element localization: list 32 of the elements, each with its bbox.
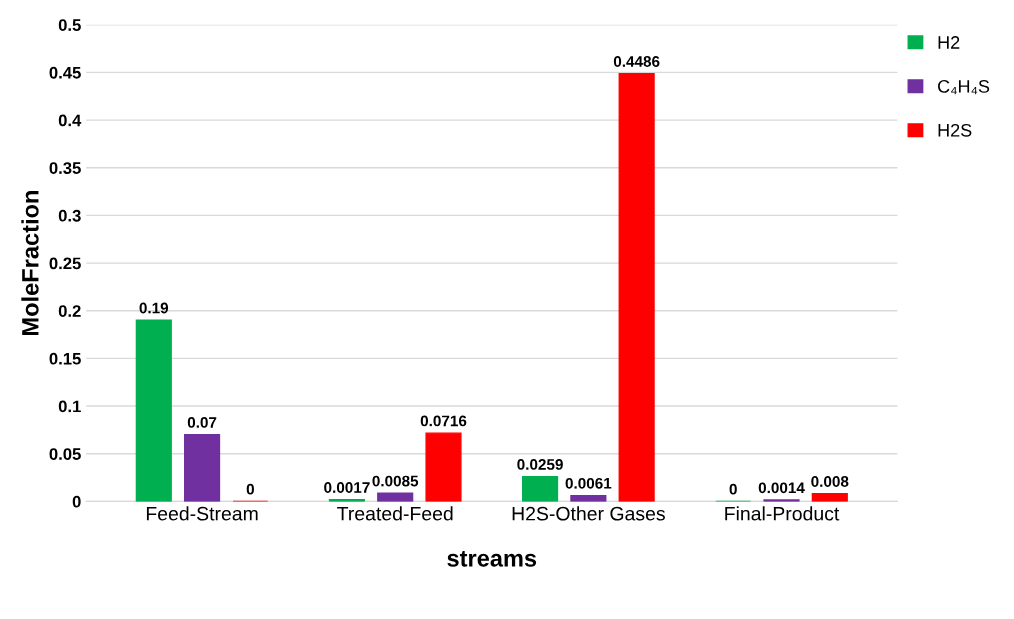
x-axis-title: streams (447, 551, 537, 567)
y-tick-label: 0.4 (58, 114, 82, 127)
y-axis-title: MoleFraction (21, 191, 39, 335)
y-tick-label: 0.25 (49, 257, 81, 270)
y-tick-label: 0.05 (49, 448, 81, 460)
y-tick-label: 0 (72, 495, 81, 508)
y-tick-label: 0.3 (58, 209, 81, 222)
data-label: 0.008 (811, 476, 849, 487)
x-tick-label: Final-Product (725, 506, 840, 521)
legend-label: C₄H₄S (938, 79, 990, 95)
y-tick-label: 0.5 (58, 19, 81, 31)
x-tick-label: Treated-Feed (337, 506, 453, 521)
legend-label: H2 (938, 36, 960, 49)
data-label: 0.0259 (517, 459, 563, 470)
data-label: 0.07 (187, 417, 217, 428)
data-label: 0.0061 (565, 477, 612, 489)
data-label: 0.0716 (420, 415, 467, 427)
data-label: 0.0085 (372, 475, 419, 487)
data-label: 0 (246, 483, 254, 495)
y-tick-label: 0.35 (49, 162, 81, 174)
data-label: 0 (729, 483, 737, 495)
y-tick-label: 0.15 (49, 352, 81, 365)
x-tick-label: H2S-Other Gases (512, 506, 665, 521)
legend-label: H2S (938, 123, 972, 137)
data-label: 0.0014 (758, 482, 805, 494)
data-label: 0.4486 (613, 56, 660, 67)
y-tick-label: 0.1 (58, 400, 81, 413)
x-tick-label: Feed-Stream (146, 506, 258, 521)
y-tick-label: 0.2 (58, 305, 81, 317)
data-label: 0.19 (139, 302, 169, 314)
y-tick-label: 0.45 (49, 66, 81, 79)
data-label: 0.0017 (324, 482, 370, 493)
